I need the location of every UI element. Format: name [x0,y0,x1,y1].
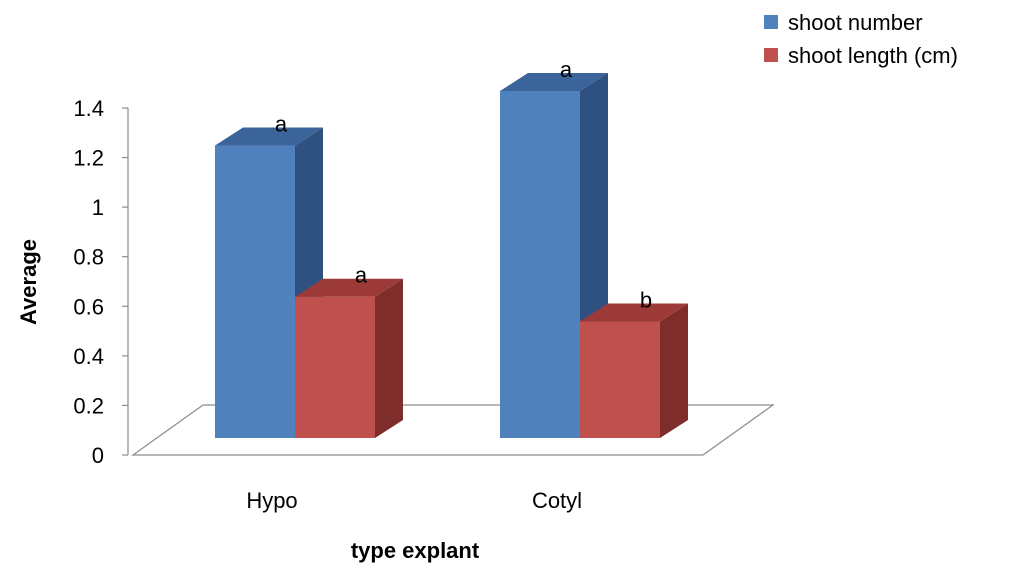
x-category-label: Cotyl [532,488,582,513]
significance-label: a [275,112,288,137]
x-category-label: Hypo [246,488,297,513]
y-tick-label: 1 [92,195,104,220]
bar-front-face [215,145,295,438]
y-tick-label: 0.2 [73,393,104,418]
bar-top-face [500,73,608,91]
bar-side-face [375,278,403,438]
legend-swatch [764,48,778,62]
legend-label: shoot length (cm) [788,43,958,68]
legend-swatch [764,15,778,29]
y-tick-label: 1.2 [73,146,104,171]
y-tick-label: 1.4 [73,96,104,121]
bar-front-face [580,321,660,438]
bar-front-face [295,296,375,438]
y-axis-title: Average [16,239,41,325]
bar-side-face [660,303,688,438]
legend-label: shoot number [788,10,923,35]
y-tick-label: 0.4 [73,344,104,369]
x-axis-title: type explant [351,538,480,563]
bar-top-face [295,278,403,297]
significance-label: b [640,288,652,313]
significance-label: a [560,57,573,82]
bar-hypo-shoot-length [295,278,403,438]
bar-top-face [215,127,323,146]
significance-label: a [355,263,368,288]
bar-top-face [580,303,688,322]
bar-cotyl-shoot-length [580,303,688,438]
y-tick-label: 0.8 [73,245,104,270]
y-tick-label: 0 [92,443,104,468]
bar-front-face [500,91,580,438]
y-tick-label: 0.6 [73,294,104,319]
